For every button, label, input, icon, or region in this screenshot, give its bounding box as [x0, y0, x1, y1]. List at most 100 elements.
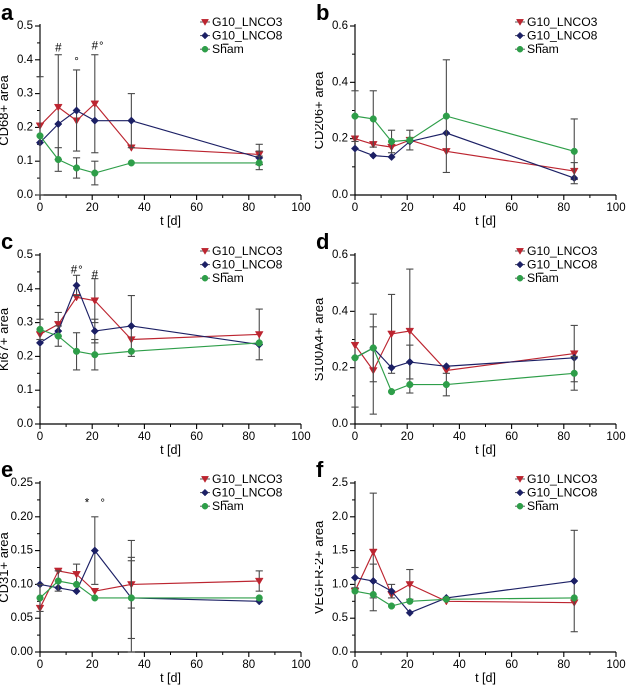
- svg-text:40: 40: [138, 202, 151, 214]
- svg-text:0: 0: [37, 431, 43, 443]
- svg-text:G10_LNCO8: G10_LNCO8: [527, 486, 598, 500]
- svg-text:40: 40: [138, 659, 151, 671]
- svg-text:G10_LNCO3: G10_LNCO3: [527, 244, 598, 258]
- svg-text:G10_LNCO3: G10_LNCO3: [212, 244, 283, 258]
- svg-text:G10_LNCO8: G10_LNCO8: [212, 258, 283, 272]
- svg-text:20: 20: [86, 202, 99, 214]
- svg-text:20: 20: [86, 431, 99, 443]
- svg-text:60: 60: [190, 202, 203, 214]
- svg-text:CD206+ area: CD206+ area: [315, 71, 326, 149]
- svg-text:f: f: [316, 457, 324, 482]
- svg-text:60: 60: [505, 202, 518, 214]
- svg-text:0.1: 0.1: [17, 384, 33, 396]
- svg-text:S100A4+ area: S100A4+ area: [315, 297, 326, 381]
- svg-text:0: 0: [352, 659, 358, 671]
- svg-text:VEGFR-2+ area: VEGFR-2+ area: [315, 520, 326, 614]
- svg-text:0.4: 0.4: [17, 54, 34, 66]
- svg-text:0.5: 0.5: [17, 249, 33, 261]
- svg-text:#: #: [71, 265, 78, 277]
- svg-text:c: c: [1, 229, 13, 254]
- svg-text:100: 100: [606, 659, 625, 671]
- svg-text:40: 40: [138, 431, 151, 443]
- svg-text:0.0: 0.0: [332, 418, 348, 430]
- svg-text:2.5: 2.5: [332, 477, 348, 489]
- svg-text:0.00: 0.00: [11, 646, 33, 658]
- svg-text:t [d]: t [d]: [160, 443, 181, 457]
- svg-text:#: #: [92, 41, 99, 53]
- svg-text:t [d]: t [d]: [160, 214, 181, 228]
- svg-text:80: 80: [242, 659, 255, 671]
- svg-text:100: 100: [291, 202, 310, 214]
- svg-text:0: 0: [352, 431, 358, 443]
- svg-text:#: #: [92, 270, 99, 282]
- svg-text:0.3: 0.3: [17, 317, 33, 329]
- svg-text:t [d]: t [d]: [475, 671, 496, 685]
- svg-text:0.10: 0.10: [11, 578, 33, 590]
- svg-text:d: d: [316, 229, 329, 254]
- svg-text:*: *: [85, 498, 90, 510]
- svg-text:G10_LNCO3: G10_LNCO3: [212, 472, 283, 486]
- svg-text:°: °: [100, 498, 105, 510]
- svg-text:0.25: 0.25: [11, 477, 33, 489]
- svg-text:°: °: [74, 56, 79, 68]
- svg-text:1.5: 1.5: [332, 545, 348, 557]
- svg-text:0.6: 0.6: [332, 249, 348, 261]
- svg-text:0.2: 0.2: [332, 133, 348, 145]
- svg-text:0.4: 0.4: [17, 283, 34, 295]
- svg-text:60: 60: [190, 431, 203, 443]
- svg-text:Ki67+ area: Ki67+ area: [0, 307, 11, 371]
- svg-text:0.5: 0.5: [332, 612, 348, 624]
- svg-text:0.3: 0.3: [17, 88, 33, 100]
- svg-text:60: 60: [505, 431, 518, 443]
- svg-text:G10_LNCO3: G10_LNCO3: [212, 15, 283, 29]
- svg-text:20: 20: [86, 659, 99, 671]
- svg-text:100: 100: [606, 431, 625, 443]
- svg-text:0.4: 0.4: [332, 76, 349, 88]
- svg-text:1.0: 1.0: [332, 578, 348, 590]
- svg-text:t [d]: t [d]: [475, 214, 496, 228]
- svg-text:20: 20: [401, 659, 414, 671]
- svg-text:0.15: 0.15: [11, 545, 33, 557]
- svg-text:100: 100: [291, 431, 310, 443]
- svg-text:100: 100: [291, 659, 310, 671]
- svg-text:0: 0: [352, 202, 358, 214]
- svg-text:G10_LNCO3: G10_LNCO3: [527, 472, 598, 486]
- svg-text:°: °: [78, 265, 83, 277]
- svg-text:40: 40: [453, 431, 466, 443]
- svg-text:°: °: [99, 41, 104, 53]
- svg-text:G10_LNCO8: G10_LNCO8: [527, 29, 598, 43]
- svg-text:0.0: 0.0: [332, 189, 348, 201]
- svg-text:0.2: 0.2: [17, 350, 33, 362]
- svg-text:e: e: [1, 457, 13, 482]
- svg-text:G10_LNCO8: G10_LNCO8: [212, 29, 283, 43]
- svg-text:0.2: 0.2: [332, 362, 348, 374]
- svg-text:0.20: 0.20: [11, 511, 33, 523]
- svg-text:2.0: 2.0: [332, 511, 348, 523]
- svg-text:40: 40: [453, 202, 466, 214]
- svg-text:80: 80: [242, 202, 255, 214]
- svg-text:0.1: 0.1: [17, 155, 33, 167]
- svg-text:0.5: 0.5: [17, 20, 33, 32]
- svg-text:80: 80: [242, 431, 255, 443]
- svg-text:G10_LNCO3: G10_LNCO3: [527, 15, 598, 29]
- svg-text:0.05: 0.05: [11, 612, 33, 624]
- svg-text:0.0: 0.0: [332, 646, 348, 658]
- svg-text:t [d]: t [d]: [160, 671, 181, 685]
- svg-text:20: 20: [401, 202, 414, 214]
- svg-text:0.0: 0.0: [17, 418, 33, 430]
- svg-text:0.2: 0.2: [17, 121, 33, 133]
- svg-text:100: 100: [606, 202, 625, 214]
- svg-text:60: 60: [505, 659, 518, 671]
- svg-text:20: 20: [401, 431, 414, 443]
- svg-text:0: 0: [37, 202, 43, 214]
- svg-text:t [d]: t [d]: [475, 443, 496, 457]
- svg-text:b: b: [316, 0, 329, 25]
- svg-text:0.6: 0.6: [332, 20, 348, 32]
- svg-text:G10_LNCO8: G10_LNCO8: [212, 486, 283, 500]
- svg-text:CD68+ area: CD68+ area: [0, 75, 11, 146]
- svg-text:0.4: 0.4: [332, 305, 349, 317]
- svg-text:CD31+ area: CD31+ area: [0, 532, 11, 603]
- svg-text:80: 80: [557, 202, 570, 214]
- svg-text:0.0: 0.0: [17, 189, 33, 201]
- svg-text:a: a: [1, 0, 14, 25]
